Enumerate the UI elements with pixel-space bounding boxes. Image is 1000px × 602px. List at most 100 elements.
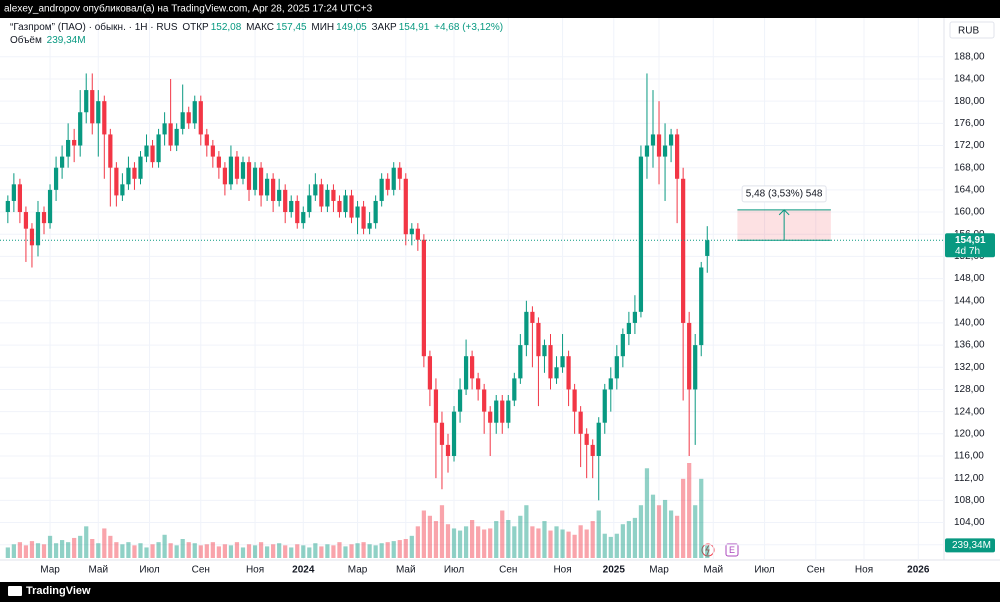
volume-bar — [524, 505, 529, 558]
y-tick-label: 132,00 — [954, 362, 985, 373]
volume-bar — [234, 542, 240, 558]
candle-body — [644, 145, 650, 157]
volume-bar — [29, 541, 35, 558]
candle-body — [421, 239, 426, 357]
volume-bar — [102, 528, 107, 558]
candle-body — [84, 90, 89, 113]
volume-bar — [301, 545, 306, 558]
candle-body — [17, 184, 23, 213]
volume-bar — [566, 531, 571, 558]
volume-bar — [373, 545, 378, 558]
y-tick-label: 112,00 — [954, 473, 984, 484]
candle-body — [620, 334, 625, 357]
volume-bar — [210, 542, 215, 558]
candle-body — [337, 200, 342, 213]
volume-bar — [47, 535, 53, 558]
volume-bar — [216, 546, 221, 558]
x-tick-label: Сен — [807, 565, 825, 576]
candle-body — [59, 156, 65, 168]
volume-value: 239,34M — [46, 35, 86, 46]
volume-bar — [391, 541, 396, 558]
candle-body — [560, 356, 565, 368]
currency: RUB — [958, 26, 979, 37]
candle-body — [120, 184, 125, 196]
volume-bar — [283, 545, 288, 558]
volume-bar — [693, 505, 698, 558]
candle-body — [78, 112, 83, 146]
volume-bar — [162, 534, 167, 558]
y-tick-label: 188,00 — [954, 51, 985, 62]
y-tick-label: 108,00 — [954, 495, 985, 506]
legend: “Газпром” (ПАО) · обыкн. · 1H · RUS ОТКР… — [10, 22, 505, 33]
volume-bar — [494, 521, 499, 558]
candle-body — [572, 389, 577, 412]
high-value: 157,45 — [276, 22, 307, 33]
candle-body — [638, 156, 644, 312]
volume-bar — [59, 540, 65, 558]
y-tick-label: 104,00 — [954, 517, 985, 528]
volume-bar — [367, 544, 372, 558]
volume-bar — [668, 510, 674, 558]
earnings-icon[interactable] — [725, 543, 739, 557]
volume-bar — [78, 535, 83, 558]
volume-bar — [656, 505, 662, 558]
volume-bar — [500, 510, 505, 558]
chart-background — [0, 18, 1000, 582]
candle-body — [23, 212, 29, 229]
candle-body — [427, 356, 433, 390]
candle-body — [578, 411, 583, 434]
last-price-label: 154,91 — [955, 235, 986, 246]
x-tick-label: Ноя — [553, 565, 571, 576]
volume-bar — [584, 529, 589, 558]
candle-body — [150, 145, 155, 163]
volume-bar — [530, 526, 535, 558]
y-tick-label: 184,00 — [954, 74, 985, 85]
volume-bar — [614, 533, 619, 558]
y-tick-label: 140,00 — [954, 318, 985, 329]
volume-bar — [120, 544, 125, 558]
candle-body — [457, 389, 463, 412]
volume-bar — [277, 543, 282, 558]
candle-body — [693, 345, 698, 390]
candle-body — [687, 322, 692, 390]
volume-bar — [542, 521, 547, 558]
x-tick-label: Ноя — [246, 565, 264, 576]
volume-bar — [96, 543, 101, 558]
x-tick-label: Ноя — [855, 565, 873, 576]
candle-body — [626, 322, 631, 335]
volume-bar — [421, 510, 426, 558]
volume-label: 239,34M — [952, 540, 991, 551]
candle-body — [5, 200, 10, 213]
candle-body — [301, 212, 306, 224]
volume-bar — [427, 515, 433, 558]
low-label: МИН — [311, 22, 335, 33]
candle-body — [542, 345, 547, 357]
candle-body — [162, 123, 167, 135]
currency-button[interactable] — [949, 21, 995, 39]
candle-body — [325, 189, 330, 207]
candle-body — [210, 145, 215, 157]
volume-bar — [608, 536, 613, 558]
close-value: 154,91 — [398, 22, 430, 33]
candle-body — [699, 267, 704, 346]
candle-body — [252, 167, 258, 190]
grid — [0, 18, 944, 560]
candle-body — [451, 411, 457, 456]
y-tick-label: 124,00 — [954, 406, 985, 417]
y-tick-label: 160,00 — [954, 207, 985, 218]
high-label: МАКС — [246, 22, 275, 33]
volume-bar — [11, 544, 16, 558]
candle-body — [138, 156, 143, 179]
candle-body — [186, 112, 191, 124]
candle-body — [289, 200, 294, 213]
candle-body — [662, 145, 668, 157]
volume-bar — [662, 499, 668, 558]
volume-bar — [596, 510, 601, 558]
y-tick-label: 144,00 — [954, 295, 985, 306]
candle-body — [277, 189, 282, 201]
y-tick-label: 164,00 — [954, 185, 985, 196]
volume-bar — [186, 542, 191, 558]
volume-bar — [252, 545, 258, 558]
footer: TradingView — [26, 585, 91, 597]
